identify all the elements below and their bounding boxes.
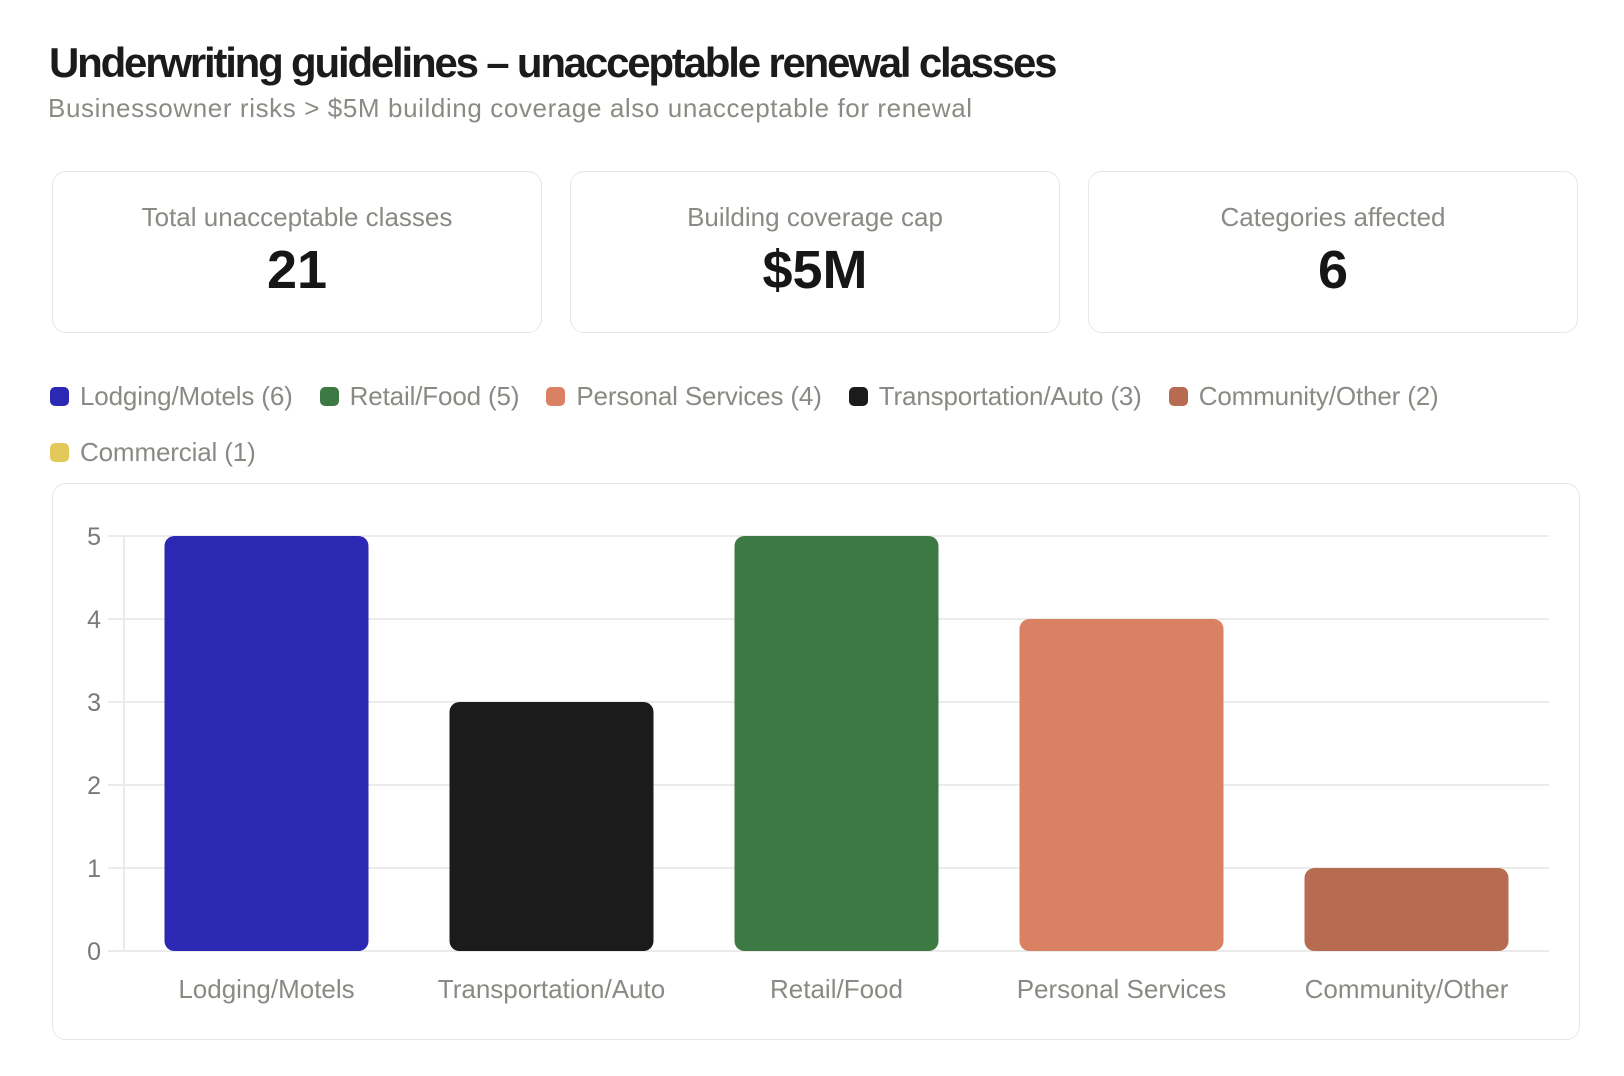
svg-text:Lodging/Motels: Lodging/Motels	[178, 974, 354, 1004]
svg-text:3: 3	[87, 689, 101, 717]
svg-text:0: 0	[87, 938, 101, 966]
svg-text:Community/Other: Community/Other	[1305, 974, 1509, 1004]
svg-text:2: 2	[87, 772, 101, 800]
svg-text:1: 1	[87, 855, 101, 883]
svg-text:Personal Services: Personal Services	[1017, 974, 1227, 1004]
svg-text:Transportation/Auto: Transportation/Auto	[438, 974, 665, 1004]
svg-text:4: 4	[87, 606, 101, 634]
svg-text:Retail/Food: Retail/Food	[770, 974, 903, 1004]
svg-text:5: 5	[87, 523, 101, 551]
